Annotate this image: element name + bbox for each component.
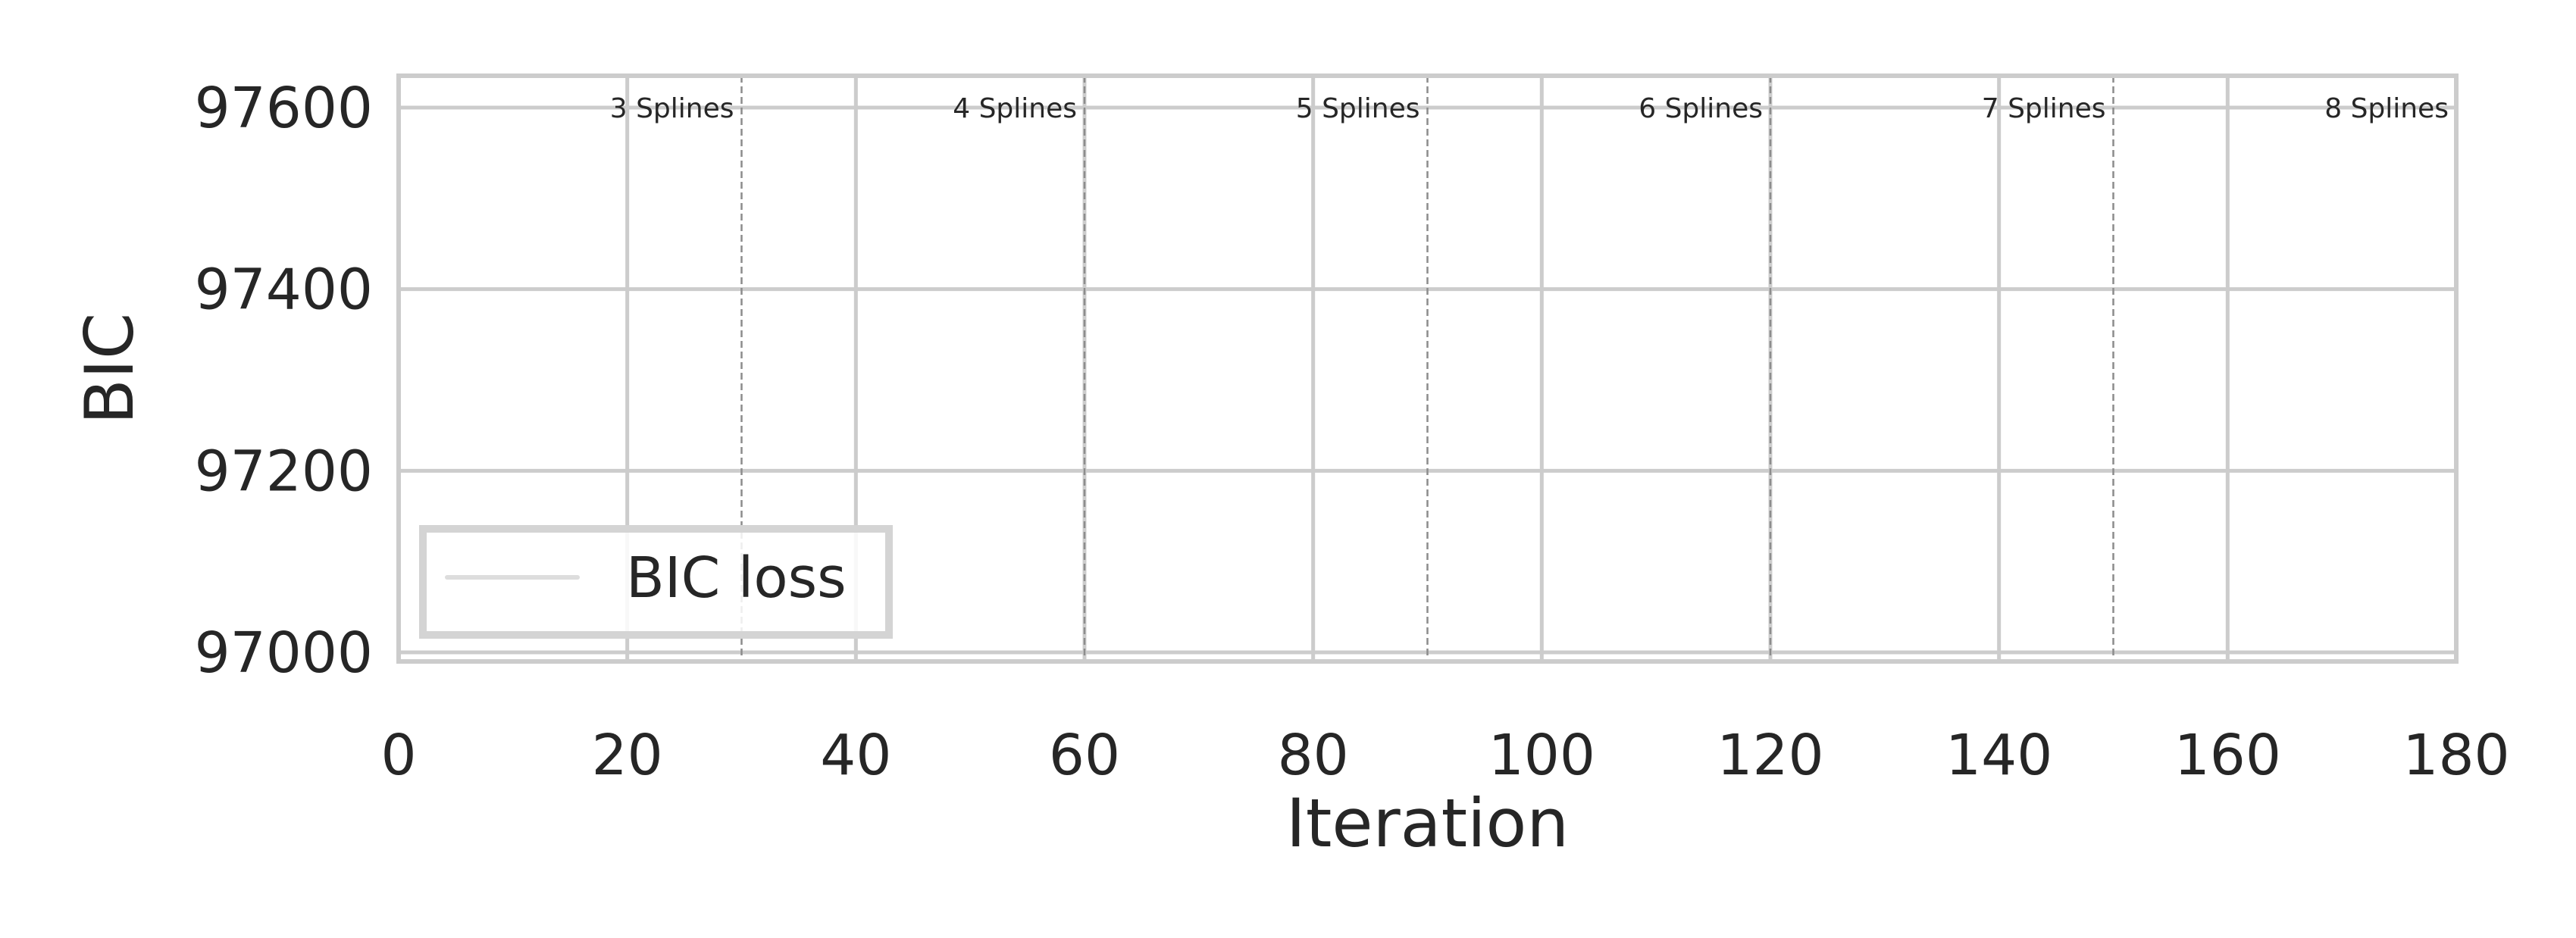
x-tick-label-180: 180	[2402, 723, 2509, 788]
x-tick-label-20: 20	[592, 723, 663, 788]
phase-label-5-splines: 5 Splines	[1296, 93, 1420, 124]
phase-label-6-splines: 6 Splines	[1639, 93, 1763, 124]
y-tick-label-97200: 97200	[195, 439, 373, 504]
x-tick-labels: 0 20 40 60 80 100 120 140 160 180	[380, 723, 2509, 788]
x-tick-label-40: 40	[820, 723, 891, 788]
x-tick-label-140: 140	[1945, 723, 2052, 788]
y-tick-label-97400: 97400	[195, 258, 373, 323]
phase-labels: 3 Splines 4 Splines 5 Splines 6 Splines 7 Sp…	[610, 93, 2449, 124]
legend: BIC loss	[419, 525, 893, 639]
phase-boundary-lines	[740, 76, 2114, 661]
y-tick-label-97600: 97600	[195, 76, 373, 141]
legend-frame	[419, 525, 893, 639]
x-tick-label-100: 100	[1488, 723, 1595, 788]
x-tick-label-160: 160	[2174, 723, 2281, 788]
phase-label-8-splines: 8 Splines	[2324, 93, 2449, 124]
y-axis-title: BIC	[70, 313, 149, 425]
x-axis-title: Iteration	[1286, 784, 1569, 862]
x-tick-label-60: 60	[1049, 723, 1120, 788]
x-tick-label-0: 0	[380, 723, 416, 788]
x-tick-label-120: 120	[1717, 723, 1823, 788]
y-tick-labels: 97000 97200 97400 97600	[195, 76, 373, 686]
phase-label-3-splines: 3 Splines	[610, 93, 734, 124]
phase-label-7-splines: 7 Splines	[1982, 93, 2106, 124]
x-tick-label-80: 80	[1278, 723, 1349, 788]
y-tick-label-97000: 97000	[195, 621, 373, 686]
phase-label-4-splines: 4 Splines	[953, 93, 1077, 124]
plot-frame	[396, 73, 2459, 664]
legend-label-bic-loss: BIC loss	[626, 546, 847, 611]
